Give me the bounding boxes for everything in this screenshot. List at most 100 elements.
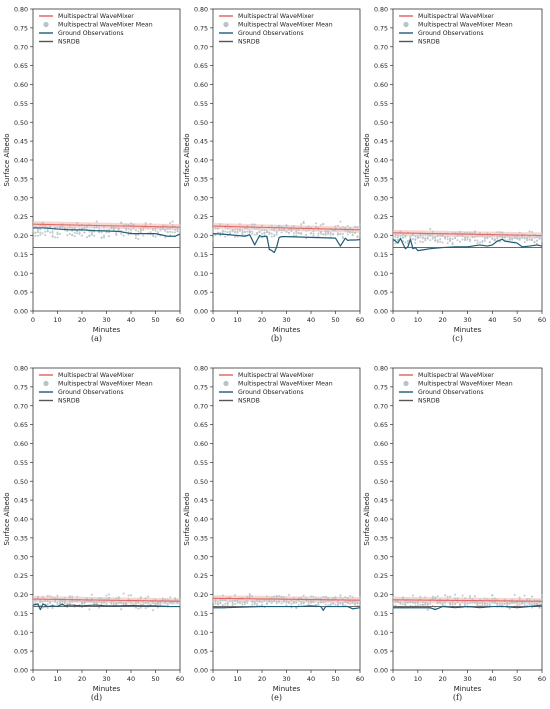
wavemixer-mean-point — [540, 602, 544, 605]
wavemixer-mean-point — [144, 601, 147, 604]
y-tick-label: 0.60 — [14, 82, 28, 89]
wavemixer-mean-point — [71, 595, 74, 598]
wavemixer-mean-point — [214, 227, 217, 230]
wavemixer-mean-point — [171, 602, 174, 605]
wavemixer-mean-point — [454, 597, 457, 600]
x-tick-label: 0 — [211, 316, 215, 324]
wavemixer-mean-point — [468, 601, 472, 604]
wavemixer-mean-point — [508, 607, 511, 610]
chart-panel: 0.00 0.05 0.10 0.15 0.20 0.25 0.30 0.35 0.40 0.45… — [363, 7, 546, 344]
wavemixer-mean-point — [404, 603, 407, 606]
y-tick-label: 0.70 — [194, 403, 208, 410]
wavemixer-mean-point — [491, 597, 494, 601]
wavemixer-mean-point — [346, 602, 349, 605]
wavemixer-mean-point — [329, 602, 332, 606]
wavemixer-mean-point — [51, 596, 54, 599]
wavemixer-mean-point — [324, 600, 327, 603]
y-tick-label: 0.45 — [194, 139, 208, 146]
wavemixer-mean-point — [161, 597, 164, 600]
wavemixer-mean-point — [46, 600, 49, 603]
wavemixer-mean-point — [531, 603, 534, 606]
wavemixer-mean-point — [523, 604, 526, 607]
wavemixer-mean-point — [147, 601, 150, 604]
x-tick-label: 10 — [53, 316, 61, 324]
wavemixer-mean-point — [317, 601, 320, 604]
wavemixer-mean-point — [516, 601, 519, 604]
wavemixer-mean-point — [85, 236, 88, 239]
wavemixer-mean-point — [312, 601, 315, 604]
wavemixer-mean-point — [305, 233, 308, 236]
wavemixer-mean-point — [224, 599, 227, 602]
wavemixer-mean-point — [234, 599, 237, 602]
y-axis-label: Surface Albedo — [3, 492, 11, 545]
y-tick-label: 0.25 — [14, 214, 28, 221]
wavemixer-mean-point — [132, 227, 135, 230]
wavemixer-mean-point — [290, 228, 293, 231]
wavemixer-mean-point — [88, 235, 91, 238]
x-tick-label: 30 — [102, 675, 110, 683]
y-tick-label: 0.00 — [14, 309, 28, 316]
ground-observations-line — [392, 237, 543, 252]
wavemixer-mean-point — [391, 596, 395, 599]
wavemixer-mean-point — [297, 603, 300, 606]
wavemixer-mean-point — [476, 239, 479, 242]
wavemixer-mean-point — [152, 235, 155, 238]
wavemixer-mean-point — [483, 602, 486, 605]
wavemixer-mean-point — [39, 233, 42, 236]
wavemixer-mean-point — [178, 223, 182, 226]
legend-wavemixer-label: Multispectral WaveMixer — [418, 13, 494, 20]
wavemixer-mean-point — [463, 239, 467, 242]
y-tick-label: 0.20 — [14, 233, 28, 240]
wavemixer-mean-point — [142, 228, 145, 231]
x-tick-label: 10 — [414, 675, 422, 683]
wavemixer-mean-point — [349, 594, 352, 598]
x-tick-label: 20 — [78, 316, 86, 324]
y-axis-label: Surface Albedo — [363, 133, 371, 186]
wavemixer-mean-point — [431, 237, 434, 240]
plot-frame — [32, 8, 181, 312]
wavemixer-mean-point — [117, 597, 120, 600]
wavemixer-mean-point — [236, 230, 239, 233]
wavemixer-mean-point — [90, 593, 93, 596]
wavemixer-mean-point — [508, 237, 511, 240]
wavemixer-mean-point — [71, 234, 74, 237]
wavemixer-mean-point — [251, 230, 254, 233]
wavemixer-mean-point — [531, 606, 534, 609]
wavemixer-mean-point — [486, 236, 489, 239]
wavemixer-mean-point — [76, 230, 79, 233]
x-tick-label: 10 — [53, 675, 61, 683]
wavemixer-mean-point — [391, 601, 395, 605]
y-tick-label: 0.30 — [14, 195, 28, 202]
wavemixer-mean-point — [80, 234, 84, 237]
y-axis-label: Surface Albedo — [183, 133, 191, 186]
wavemixer-mean-point — [34, 231, 37, 234]
wavemixer-mean-point — [229, 596, 232, 599]
y-tick-label: 0.30 — [194, 554, 208, 561]
wavemixer-mean-point — [518, 231, 521, 234]
wavemixer-mean-point — [156, 231, 159, 234]
y-tick-label: 0.65 — [194, 63, 208, 70]
wavemixer-mean-point — [270, 228, 273, 231]
wavemixer-line — [212, 225, 361, 231]
y-tick-label: 0.60 — [194, 82, 208, 89]
wavemixer-mean-point — [354, 603, 357, 606]
wavemixer-mean-point — [339, 220, 342, 223]
wavemixer-mean-point — [508, 602, 511, 605]
wavemixer-mean-point — [473, 231, 477, 234]
wavemixer-mean-point — [98, 600, 101, 603]
wavemixer-mean-point — [275, 230, 278, 233]
y-tick-label: 0.45 — [374, 498, 388, 505]
wavemixer-mean-point — [419, 233, 422, 237]
wavemixer-mean-point — [265, 231, 268, 234]
wavemixer-mean-point — [426, 602, 429, 605]
wavemixer-mean-point — [396, 234, 400, 237]
wavemixer-mean-point — [278, 600, 281, 604]
y-tick-label: 0.50 — [14, 120, 28, 127]
wavemixer-mean-point — [280, 228, 283, 232]
wavemixer-mean-point — [523, 240, 526, 243]
wavemixer-mean-point — [110, 600, 113, 603]
wavemixer-mean-point — [496, 602, 499, 605]
wavemixer-mean-point — [501, 603, 504, 606]
wavemixer-mean-point — [295, 601, 298, 604]
ground-observations-line — [393, 604, 543, 611]
